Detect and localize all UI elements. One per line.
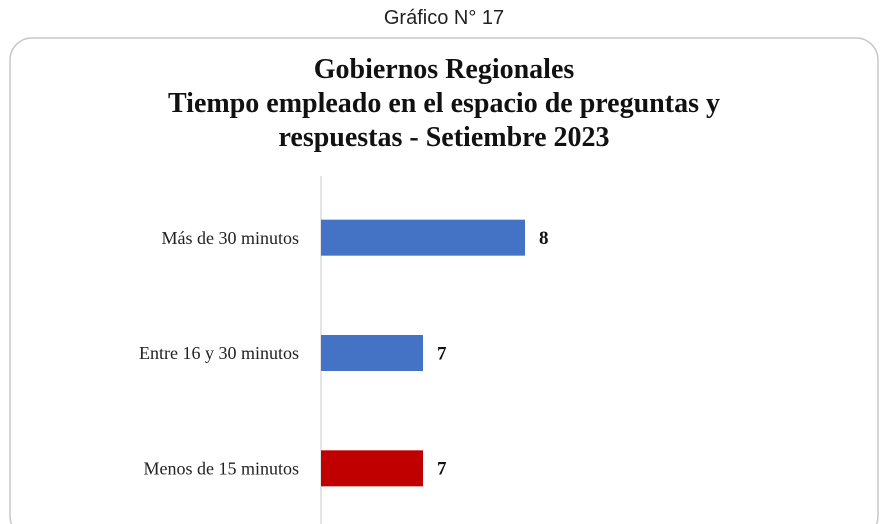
chart-caption: Gráfico N° 17 bbox=[384, 7, 504, 29]
bar bbox=[321, 450, 423, 487]
chart-title: Tiempo empleado en el espacio de pregunt… bbox=[168, 88, 720, 119]
y-tick-label: Entre 16 y 30 minutos bbox=[139, 343, 299, 363]
data-label: 7 bbox=[437, 343, 447, 364]
chart-frame bbox=[9, 37, 879, 524]
y-tick-label: Menos de 15 minutos bbox=[144, 458, 300, 478]
bar bbox=[321, 335, 423, 371]
y-tick-label: Más de 30 minutos bbox=[162, 228, 300, 248]
bar bbox=[321, 219, 525, 256]
chart-title: respuestas - Setiembre 2023 bbox=[278, 122, 609, 153]
data-label: 8 bbox=[539, 228, 549, 249]
data-label: 7 bbox=[437, 459, 447, 480]
chart-title: Gobiernos Regionales bbox=[314, 54, 575, 85]
